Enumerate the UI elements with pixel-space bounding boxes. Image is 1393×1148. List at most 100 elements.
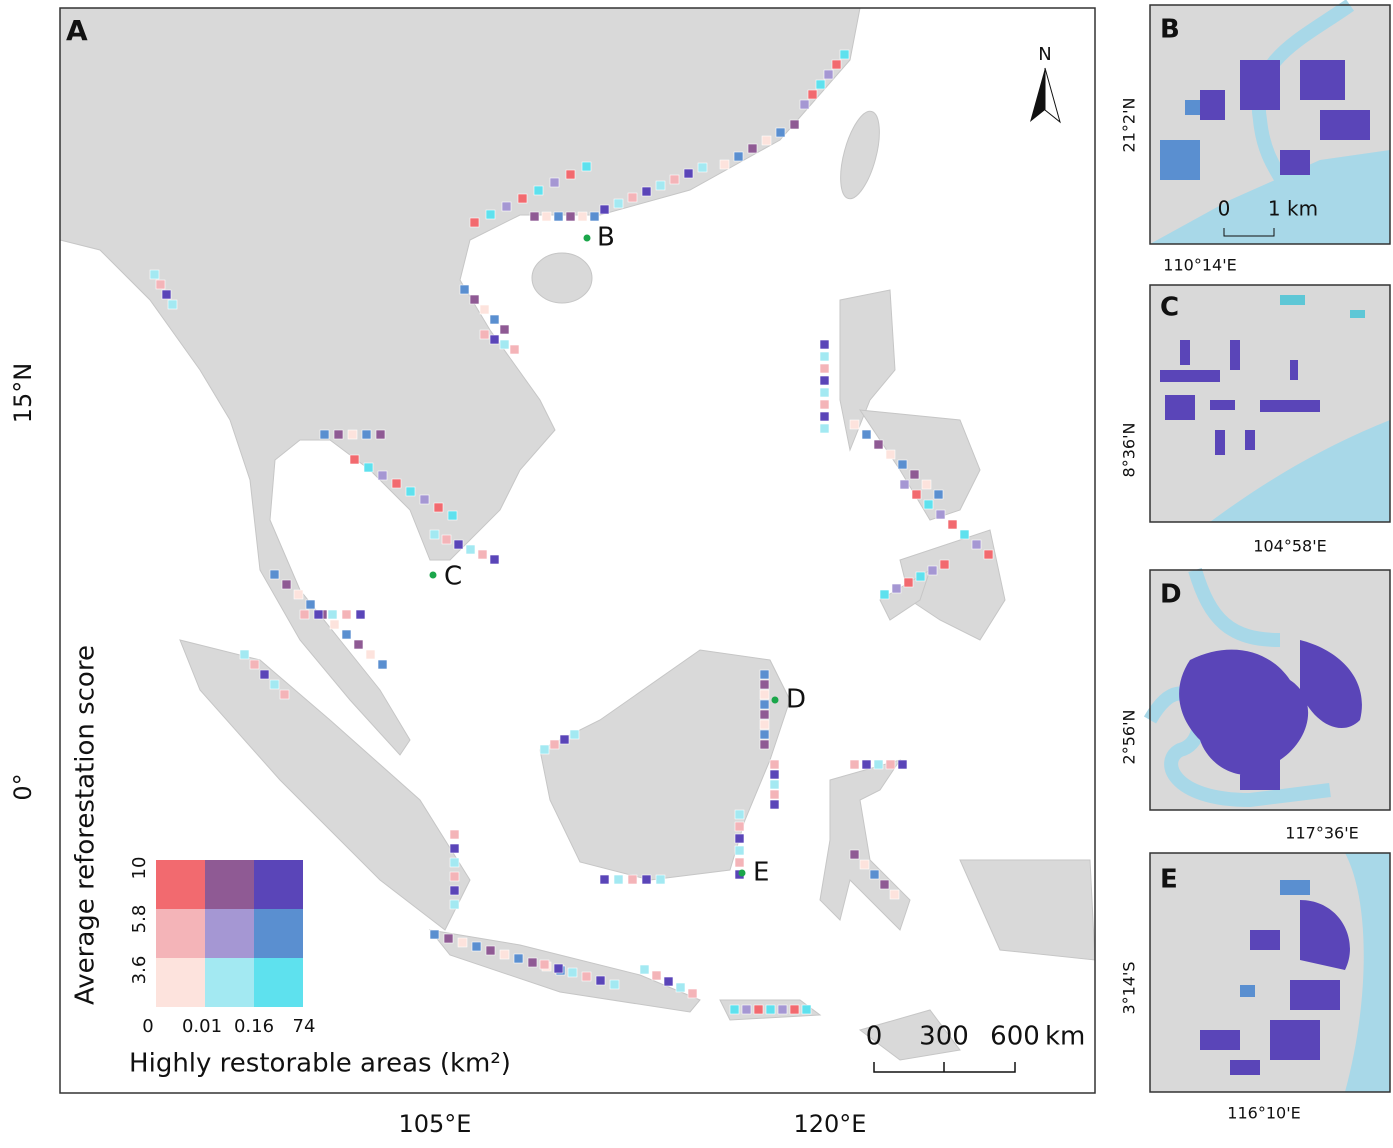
panel-label: A [66,14,88,47]
grid-cell [539,744,550,755]
legend-swatch [156,909,205,958]
grid-cell [641,874,652,885]
grid-cell [839,49,850,60]
grid-cell [533,185,544,196]
grid-cell [651,970,662,981]
panel-label: C [1160,293,1179,323]
grid-cell [449,899,460,910]
grid-cell [759,719,770,730]
grid-cell [449,829,460,840]
grid-cell [509,344,520,355]
grid-cell [441,534,452,545]
grid-cell [565,211,576,222]
grid-cell [733,151,744,162]
grid-cell [305,599,316,610]
north-arrow: N [1030,44,1061,124]
grid-cell [819,411,830,422]
grid-cell [983,549,994,560]
scale-tick: 0 [1218,197,1231,221]
grid-cell [869,869,880,880]
grid-cell [559,734,570,745]
grid-cell [341,629,352,640]
inset-c: C 8°36'N 104°58'E [1120,284,1391,556]
grid-cell [299,609,310,620]
grid-cell [759,689,770,700]
grid-cell [161,289,172,300]
grid-cell [479,304,490,315]
grid-cell [581,971,592,982]
grid-cell [313,609,324,620]
legend-swatch [254,958,303,1007]
grid-cell [819,423,830,434]
grid-cell [167,299,178,310]
legend-y-tick: 5.8 [129,905,150,934]
grid-cell [971,539,982,550]
legend-swatch [205,860,254,909]
grid-cell [719,159,730,170]
grid-cell [627,192,638,203]
grid-cell [819,375,830,386]
grid-cell [429,529,440,540]
legend-x-tick: 0.16 [234,1016,274,1037]
grid-cell [799,99,810,110]
site-label: B [597,223,615,253]
grid-cell [879,879,890,890]
lat-label: 15°N [9,363,37,424]
grid-cell [485,209,496,220]
legend: Average reforestation score 3.6 5.8 10 0… [71,645,511,1078]
legend-x-tick: 0.01 [182,1016,222,1037]
lon-label: 116°10'E [1227,1104,1300,1123]
lon-label: 105°E [399,1110,472,1138]
legend-swatch [254,909,303,958]
grid-cell [789,119,800,130]
grid-cell [807,89,818,100]
legend-swatch [205,909,254,958]
legend-y-tick: 3.6 [129,956,150,985]
grid-cell [769,789,780,800]
grid-cell [341,609,352,620]
scale-unit: km [1045,1022,1085,1052]
grid-cell [349,454,360,465]
grid-cell [873,759,884,770]
sites: B C D E [429,223,806,888]
grid-cell [353,639,364,650]
scale-bar: 0 300 600 km [866,1022,1085,1073]
grid-cell [565,169,576,180]
grid-cell [819,399,830,410]
grid-cell [375,429,386,440]
grid-cell [734,845,745,856]
grid-cell [527,957,538,968]
grid-cell [479,329,490,340]
grid-cell [899,479,910,490]
grid-cell [613,874,624,885]
grid-cell [581,161,592,172]
grid-cell [789,1004,800,1015]
grid-cell [499,324,510,335]
grid-cell [599,874,610,885]
grid-cell [429,929,440,940]
grid-cell [959,529,970,540]
grid-cell [517,193,528,204]
grid-cell [849,419,860,430]
grid-cell [377,659,388,670]
grid-cell [459,284,470,295]
grid-cell [655,874,666,885]
grid-cell [465,544,476,555]
grid-cell [769,759,780,770]
grid-cell [734,821,745,832]
grid-cell [529,211,540,222]
grid-cell [903,577,914,588]
grid-cell [539,959,550,970]
grid-cell [819,387,830,398]
grid-cell [753,1004,764,1015]
grid-cell [849,759,860,770]
grid-cell [149,269,160,280]
grid-cell [759,739,770,750]
grid-cell [849,849,860,860]
grid-cell [319,429,330,440]
grid-cell [549,177,560,188]
grid-cell [655,180,666,191]
land [59,7,1096,1061]
grid-cell [327,609,338,620]
grid-cell [541,211,552,222]
